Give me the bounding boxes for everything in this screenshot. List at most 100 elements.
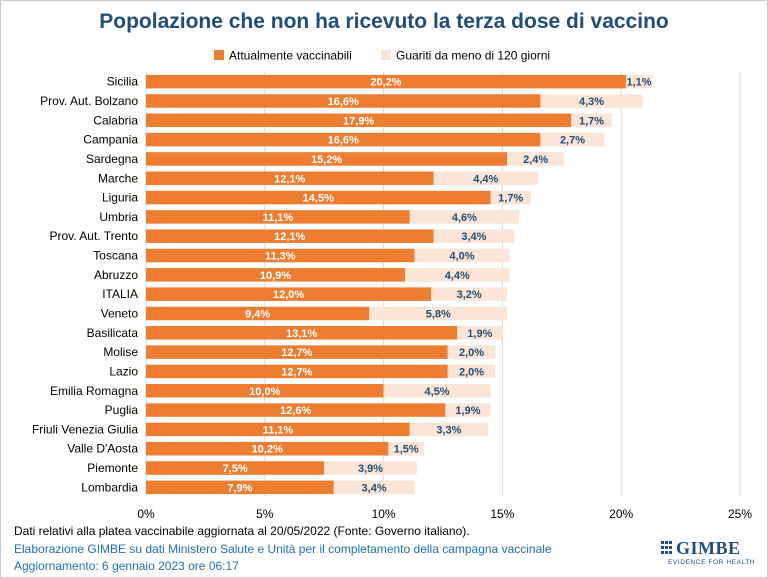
gimbe-logo-name: GIMBE bbox=[676, 538, 741, 558]
data-label-attualmente: 7,9% bbox=[227, 482, 252, 494]
legend-label-guariti: Guariti da meno di 120 giorni bbox=[396, 49, 550, 63]
gimbe-logo-tagline: EVIDENCE FOR HEALTH bbox=[668, 559, 756, 566]
category-label: Calabria bbox=[93, 113, 138, 127]
bar-guariti bbox=[540, 132, 605, 147]
category-label: Friuli Venezia Giulia bbox=[32, 422, 138, 436]
bar-attualmente bbox=[146, 152, 508, 166]
data-label-attualmente: 15,2% bbox=[311, 154, 342, 166]
data-label-attualmente: 12,1% bbox=[274, 231, 305, 243]
bar-guariti bbox=[369, 306, 508, 321]
bar-attualmente bbox=[146, 132, 541, 147]
bar-attualmente bbox=[146, 480, 334, 495]
chart-title: Popolazione che non ha ricevuto la terza… bbox=[99, 10, 669, 33]
bar-attualmente bbox=[146, 441, 389, 456]
bar-attualmente bbox=[146, 364, 448, 379]
data-label-guariti: 2,4% bbox=[523, 154, 548, 166]
bar-attualmente bbox=[146, 113, 572, 128]
category-label: Lazio bbox=[109, 364, 138, 378]
category-label: Sardegna bbox=[86, 152, 138, 166]
bar-guariti bbox=[433, 171, 539, 186]
category-label: Prov. Aut. Trento bbox=[50, 229, 139, 243]
bar-guariti bbox=[571, 113, 612, 128]
x-tick-label: 15% bbox=[490, 507, 514, 521]
bar-guariti bbox=[447, 364, 496, 379]
footer-credit: Elaborazione GIMBE su dati Ministero Sal… bbox=[14, 542, 552, 556]
data-label-attualmente: 10,0% bbox=[249, 386, 280, 398]
category-label: Prov. Aut. Bolzano bbox=[40, 94, 138, 108]
bar-attualmente bbox=[146, 422, 410, 437]
data-label-guariti: 4,4% bbox=[473, 173, 498, 185]
data-label-attualmente: 12,7% bbox=[281, 366, 312, 378]
data-label-attualmente: 11,1% bbox=[263, 212, 294, 224]
bar-guariti bbox=[433, 229, 515, 243]
data-label-guariti: 3,9% bbox=[358, 463, 383, 475]
bar-guariti bbox=[457, 326, 503, 340]
data-label-guariti: 4,4% bbox=[445, 270, 470, 282]
data-label-attualmente: 7,5% bbox=[223, 463, 248, 475]
data-label-attualmente: 16,6% bbox=[328, 135, 359, 147]
legend-label-attualmente: Attualmente vaccinabili bbox=[229, 49, 352, 63]
bar-attualmente bbox=[146, 190, 491, 205]
bar-attualmente bbox=[146, 383, 384, 398]
category-label: Piemonte bbox=[87, 461, 138, 475]
bars: 20,2% 1,1% 16,6% 4,3% 17,9% 1,7% 16,6% 2,7% 15,2… bbox=[146, 74, 653, 495]
data-label-guariti: 4,5% bbox=[425, 386, 450, 398]
bar-guariti bbox=[507, 152, 565, 166]
category-label: Abruzzo bbox=[94, 268, 138, 282]
category-label: Sicilia bbox=[107, 75, 139, 89]
bar-attualmente bbox=[146, 74, 626, 89]
bar-attualmente bbox=[146, 306, 370, 321]
data-label-attualmente: 10,9% bbox=[260, 270, 291, 282]
category-label: Emilia Romagna bbox=[50, 384, 138, 398]
data-label-attualmente: 11,3% bbox=[265, 251, 296, 263]
data-label-attualmente: 9,4% bbox=[245, 308, 270, 320]
data-label-guariti: 1,7% bbox=[579, 115, 604, 127]
source-note: Dati relativi alla platea vaccinabile ag… bbox=[14, 524, 470, 538]
bar-attualmente bbox=[146, 461, 325, 475]
data-label-guariti: 1,5% bbox=[394, 444, 419, 456]
data-label-guariti: 3,2% bbox=[457, 289, 482, 301]
data-label-guariti: 3,4% bbox=[461, 231, 486, 243]
bar-guariti bbox=[414, 248, 510, 263]
data-label-attualmente: 10,2% bbox=[252, 444, 283, 456]
data-label-attualmente: 16,6% bbox=[328, 96, 359, 108]
bar-guariti bbox=[625, 74, 653, 89]
data-label-guariti: 2,7% bbox=[560, 135, 585, 147]
data-label-attualmente: 13,1% bbox=[286, 328, 317, 340]
bar-guariti bbox=[409, 210, 520, 224]
category-label: Campania bbox=[83, 133, 138, 147]
bar-guariti bbox=[409, 422, 489, 437]
bar-attualmente bbox=[146, 171, 434, 186]
data-label-guariti: 4,6% bbox=[452, 212, 477, 224]
bar-attualmente bbox=[146, 248, 415, 263]
bar-guariti bbox=[404, 268, 510, 282]
category-label: Toscana bbox=[93, 249, 138, 263]
bar-attualmente bbox=[146, 326, 458, 340]
x-tick-label: 20% bbox=[609, 507, 633, 521]
data-label-guariti: 5,8% bbox=[426, 308, 451, 320]
data-label-guariti: 2,0% bbox=[459, 347, 484, 359]
category-label: Liguria bbox=[102, 191, 138, 205]
category-label: ITALIA bbox=[102, 287, 138, 301]
bar-guariti bbox=[540, 94, 643, 108]
data-label-guariti: 2,0% bbox=[459, 366, 484, 378]
data-label-attualmente: 12,1% bbox=[274, 173, 305, 185]
data-label-guariti: 1,9% bbox=[467, 328, 492, 340]
gimbe-logo: GIMBE EVIDENCE FOR HEALTH bbox=[661, 538, 757, 569]
data-label-attualmente: 12,0% bbox=[273, 289, 304, 301]
x-tick-label: 10% bbox=[372, 507, 396, 521]
data-label-attualmente: 14,5% bbox=[303, 193, 334, 205]
category-label: Valle D'Aosta bbox=[67, 442, 138, 456]
category-label: Lombardia bbox=[81, 480, 138, 494]
footer-updated: Aggiornamento: 6 gennaio 2023 ore 06:17 bbox=[14, 559, 239, 573]
data-label-attualmente: 12,7% bbox=[281, 347, 312, 359]
category-label: Veneto bbox=[101, 306, 139, 320]
bar-attualmente bbox=[146, 229, 434, 243]
bar-guariti bbox=[333, 480, 415, 495]
legend-swatch-attualmente bbox=[214, 50, 224, 60]
bar-guariti bbox=[383, 383, 491, 398]
bar-guariti bbox=[447, 345, 496, 359]
data-label-guariti: 1,7% bbox=[498, 193, 523, 205]
data-label-guariti: 4,0% bbox=[449, 251, 474, 263]
